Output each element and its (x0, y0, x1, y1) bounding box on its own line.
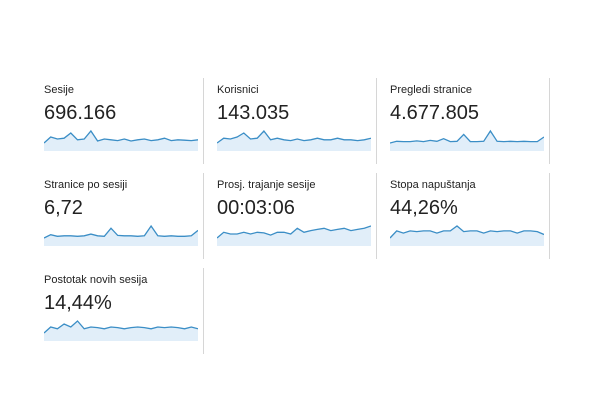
sparkline-line (390, 225, 544, 239)
sparkline (217, 129, 371, 151)
sparkline-line (390, 129, 544, 144)
sparkline-line (44, 224, 198, 239)
metric-card: Prosj. trajanje sesije 00:03:06 (211, 173, 377, 259)
sparkline (44, 224, 198, 246)
metric-value: 143.035 (217, 102, 290, 124)
sparkline-area (44, 131, 198, 151)
metric-label: Postotak novih sesija (44, 274, 148, 286)
metric-value: 00:03:06 (217, 197, 295, 219)
metric-value: 696.166 (44, 102, 117, 124)
sparkline (390, 129, 544, 151)
metric-value: 14,44% (44, 292, 112, 314)
sparkline-area (217, 131, 371, 151)
metric-label: Sesije (44, 84, 74, 96)
sparkline (44, 320, 198, 341)
metric-card: Sesije 696.166 (38, 78, 204, 164)
metric-label: Stranice po sesiji (44, 179, 128, 191)
metric-card: Stranice po sesiji 6,72 (38, 173, 204, 259)
sparkline-line (217, 129, 371, 144)
metric-label: Stopa napuštanja (390, 179, 476, 191)
sparkline (217, 225, 371, 246)
sparkline (390, 225, 544, 246)
metric-label: Pregledi stranice (390, 84, 472, 96)
sparkline-area (390, 131, 544, 151)
sparkline-area (390, 226, 544, 246)
sparkline (44, 129, 198, 151)
sparkline-area (217, 226, 371, 246)
metric-card: Korisnici 143.035 (211, 78, 377, 164)
metric-label: Prosj. trajanje sesije (217, 179, 316, 191)
metric-card: Stopa napuštanja 44,26% (384, 173, 550, 259)
metric-value: 6,72 (44, 197, 83, 219)
sparkline-line (217, 225, 371, 239)
sparkline-area (44, 321, 198, 341)
metric-label: Korisnici (217, 84, 259, 96)
metric-card: Pregledi stranice 4.677.805 (384, 78, 550, 164)
sparkline-line (44, 320, 198, 334)
metric-value: 4.677.805 (390, 102, 479, 124)
sparkline-line (44, 129, 198, 144)
metric-value: 44,26% (390, 197, 458, 219)
metric-card: Postotak novih sesija 14,44% (38, 268, 204, 354)
